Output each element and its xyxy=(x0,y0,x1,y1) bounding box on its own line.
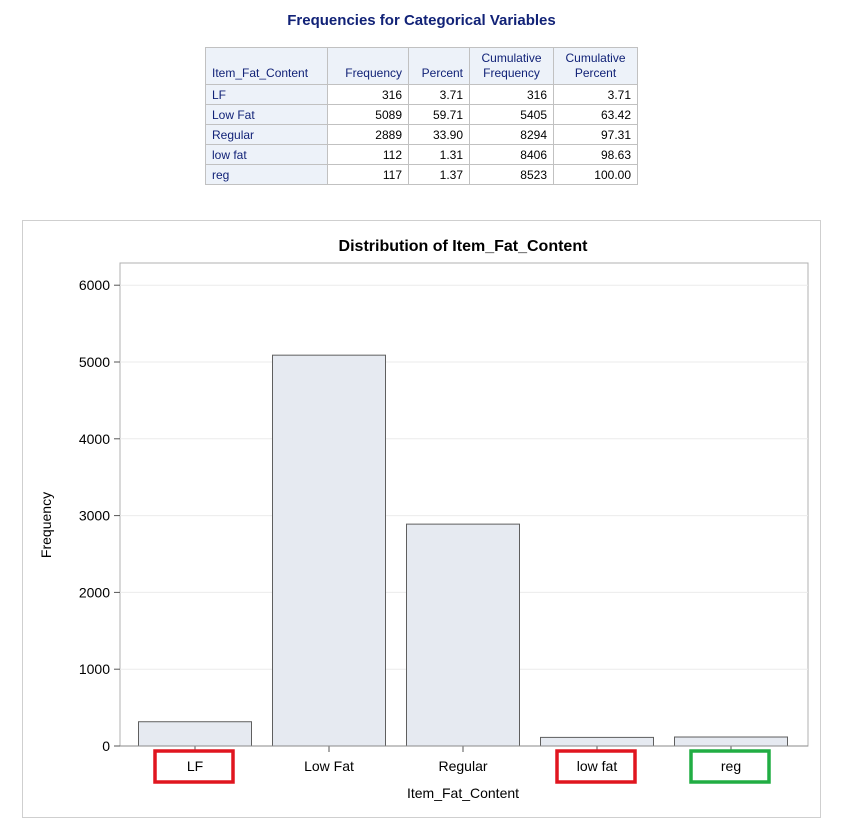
x-axis-ticks: LF Low Fat Regular low fat reg xyxy=(120,745,808,774)
y-tick-label: 5000 xyxy=(79,354,110,370)
row-header-cell: LF xyxy=(205,84,328,105)
highlight-boxes xyxy=(153,749,771,784)
bar xyxy=(272,354,386,747)
y-tick-label: 3000 xyxy=(79,508,110,524)
cumulative-percent-cell: 63.42 xyxy=(553,104,638,125)
percent-cell: 3.71 xyxy=(408,84,470,105)
y-tick-label: 0 xyxy=(102,738,110,754)
cumulative-percent-cell: 97.31 xyxy=(553,124,638,145)
bar xyxy=(540,736,654,747)
y-tick-label: 4000 xyxy=(79,431,110,447)
column-header-percent: Percent xyxy=(408,47,470,85)
y-tick-label: 2000 xyxy=(79,584,110,600)
bar xyxy=(138,721,252,747)
bar-chart: Distribution of Item_Fat_Content 0 1000 20… xyxy=(38,238,809,801)
row-header-cell: reg xyxy=(205,164,328,185)
page-title: Frequencies for Categorical Variables xyxy=(287,12,556,29)
red-highlight-box xyxy=(555,749,637,784)
x-tick-label: reg xyxy=(721,758,741,774)
table-row: LF 316 3.71 316 3.71 xyxy=(205,84,638,105)
y-tick-label: 6000 xyxy=(79,277,110,293)
frequency-cell: 112 xyxy=(327,144,409,165)
cumulative-percent-cell: 100.00 xyxy=(553,164,638,185)
red-highlight-box xyxy=(153,749,235,784)
x-tick-label: Regular xyxy=(438,758,487,774)
table-row: low fat 112 1.31 8406 98.63 xyxy=(205,144,638,165)
y-tick-label: 1000 xyxy=(79,661,110,677)
green-highlight-box xyxy=(689,749,771,784)
percent-cell: 33.90 xyxy=(408,124,470,145)
frequency-cell: 316 xyxy=(327,84,409,105)
percent-cell: 1.31 xyxy=(408,144,470,165)
column-header-cumulative-frequency: Cumulative Frequency xyxy=(469,47,554,85)
cumulative-frequency-cell: 8523 xyxy=(469,164,554,185)
bars xyxy=(138,354,788,747)
cumulative-frequency-cell: 316 xyxy=(469,84,554,105)
cumulative-percent-cell: 98.63 xyxy=(553,144,638,165)
percent-cell: 59.71 xyxy=(408,104,470,125)
x-axis-label: Item_Fat_Content xyxy=(407,785,519,801)
row-header-cell: low fat xyxy=(205,144,328,165)
bar xyxy=(674,736,788,747)
row-header-cell: Low Fat xyxy=(205,104,328,125)
frequency-cell: 5089 xyxy=(327,104,409,125)
cumulative-percent-cell: 3.71 xyxy=(553,84,638,105)
x-tick-label: LF xyxy=(187,758,203,774)
percent-cell: 1.37 xyxy=(408,164,470,185)
table-header-row: Item_Fat_Content Frequency Percent Cumul… xyxy=(205,47,638,85)
frequency-cell: 117 xyxy=(327,164,409,185)
bar xyxy=(406,523,520,747)
cumulative-frequency-cell: 8294 xyxy=(469,124,554,145)
x-tick-label: low fat xyxy=(577,758,618,774)
table-row: Regular 2889 33.90 8294 97.31 xyxy=(205,124,638,145)
column-header-item-fat-content: Item_Fat_Content xyxy=(205,47,328,85)
frequency-table: Item_Fat_Content Frequency Percent Cumul… xyxy=(205,47,638,185)
cumulative-frequency-cell: 5405 xyxy=(469,104,554,125)
x-tick-label: Low Fat xyxy=(304,758,354,774)
chart-title: Distribution of Item_Fat_Content xyxy=(339,238,589,255)
frequency-cell: 2889 xyxy=(327,124,409,145)
column-header-cumulative-percent: Cumulative Percent xyxy=(553,47,638,85)
cumulative-frequency-cell: 8406 xyxy=(469,144,554,165)
row-header-cell: Regular xyxy=(205,124,328,145)
table-row: Low Fat 5089 59.71 5405 63.42 xyxy=(205,104,638,125)
column-header-frequency: Frequency xyxy=(327,47,409,85)
y-axis-label: Frequency xyxy=(38,492,54,558)
table-row: reg 117 1.37 8523 100.00 xyxy=(205,164,638,185)
y-axis-ticks: 0 1000 2000 3000 4000 5000 6000 xyxy=(79,277,120,754)
